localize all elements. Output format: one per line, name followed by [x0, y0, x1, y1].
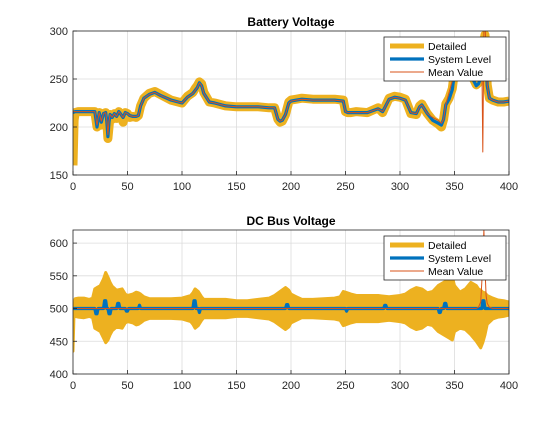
tick-group: 0 50 100 150 200 250 300 350 400 400 450 500 550 600 — [50, 238, 519, 392]
x-tick-label: 350 — [445, 181, 463, 193]
x-tick-label: 300 — [391, 181, 409, 193]
x-tick-label: 150 — [227, 380, 245, 392]
x-tick-label: 0 — [70, 181, 76, 193]
x-tick-label: 200 — [282, 380, 300, 392]
legend-label: Detailed — [428, 41, 467, 53]
y-tick-label: 400 — [50, 369, 68, 381]
y-tick-label: 150 — [50, 170, 68, 182]
x-tick-label: 50 — [121, 380, 133, 392]
x-tick-label: 400 — [500, 380, 518, 392]
series-detailed-band — [73, 271, 509, 353]
x-tick-label: 100 — [173, 380, 191, 392]
y-tick-label: 200 — [50, 122, 68, 134]
legend-label: System Level — [428, 54, 491, 66]
y-tick-label: 300 — [50, 26, 68, 38]
chart-title: DC Bus Voltage — [246, 214, 335, 228]
x-tick-label: 250 — [336, 181, 354, 193]
y-tick-label: 450 — [50, 336, 68, 348]
legend-label: Mean Value — [428, 67, 483, 79]
x-tick-label: 400 — [500, 181, 518, 193]
legend-label: System Level — [428, 253, 491, 265]
x-tick-label: 0 — [70, 380, 76, 392]
chart-title: Battery Voltage — [247, 15, 334, 29]
y-tick-label: 250 — [50, 74, 68, 86]
x-tick-label: 350 — [445, 380, 463, 392]
x-tick-label: 50 — [121, 181, 133, 193]
y-tick-label: 550 — [50, 271, 68, 283]
y-tick-label: 500 — [50, 304, 68, 316]
legend-label: Mean Value — [428, 266, 483, 278]
x-tick-label: 250 — [336, 380, 354, 392]
x-tick-label: 100 — [173, 181, 191, 193]
legend-label: Detailed — [428, 240, 467, 252]
x-tick-label: 150 — [227, 181, 245, 193]
x-tick-label: 200 — [282, 181, 300, 193]
tick-group: 0 50 100 150 200 250 300 350 400 150 200 250 300 — [50, 26, 519, 193]
battery-voltage-chart: 0 50 100 150 200 250 300 350 400 150 200 250 300 Bat… — [50, 15, 519, 193]
x-tick-label: 300 — [391, 380, 409, 392]
dc-bus-voltage-chart: 0 50 100 150 200 250 300 350 400400450500550600 … — [50, 214, 519, 392]
y-tick-label: 600 — [50, 238, 68, 250]
